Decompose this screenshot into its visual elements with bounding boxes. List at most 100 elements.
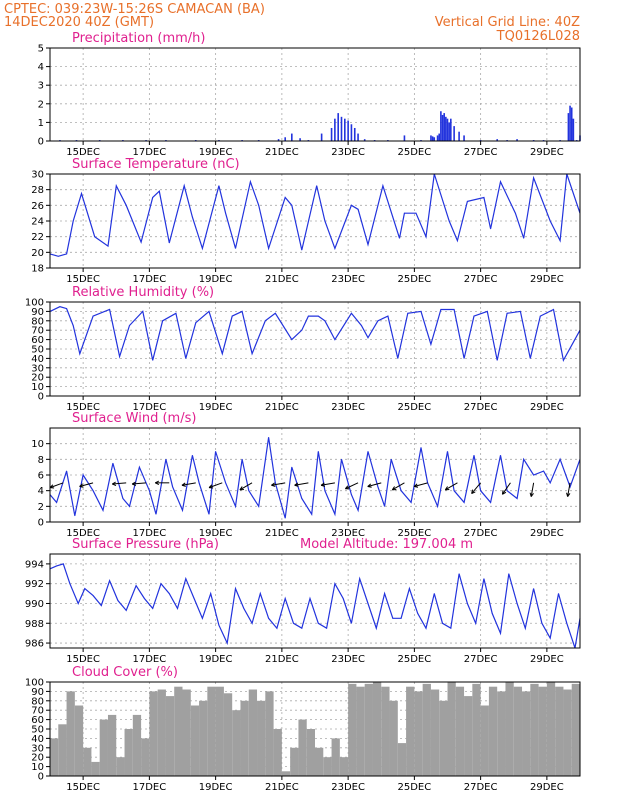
data-point <box>284 197 286 198</box>
x-tick-label: 21DEC <box>265 402 299 413</box>
bar <box>281 771 291 776</box>
x-tick-label: 15DEC <box>66 402 100 413</box>
data-point <box>541 622 543 624</box>
data-point <box>177 608 178 609</box>
data-point <box>301 249 303 251</box>
wind-arrow-head <box>414 485 419 488</box>
y-tick-label: 0 <box>38 392 44 403</box>
bar <box>132 714 142 776</box>
data-point <box>139 466 140 468</box>
bar <box>277 139 280 141</box>
data-point <box>235 588 236 590</box>
bar <box>291 133 293 141</box>
data-point <box>258 204 260 206</box>
data-point <box>351 622 352 624</box>
y-tick-label: 24 <box>31 217 44 228</box>
x-tick-label: 19DEC <box>199 274 233 285</box>
y-tick-label: 22 <box>31 232 44 243</box>
bar <box>497 691 506 776</box>
data-point <box>218 624 220 626</box>
data-point <box>152 197 154 198</box>
data-point <box>301 329 303 331</box>
data-point <box>107 245 109 247</box>
data-point <box>125 204 127 206</box>
data-point <box>301 498 303 499</box>
bar <box>223 693 233 776</box>
data-point <box>404 212 405 214</box>
data-point <box>409 588 410 590</box>
data-point <box>553 309 554 310</box>
data-point <box>259 593 261 594</box>
data-point <box>231 315 233 317</box>
bar <box>488 686 498 776</box>
y-tick-label: 990 <box>25 599 44 610</box>
wind-arrow-head <box>79 485 84 488</box>
x-tick-label: 23DEC <box>331 654 365 665</box>
bar <box>74 705 84 776</box>
x-tick-label: 21DEC <box>265 654 299 665</box>
bar <box>199 700 208 776</box>
data-point <box>201 617 203 619</box>
x-tick-label: 29DEC <box>530 782 564 793</box>
bar <box>364 683 373 776</box>
data-point <box>291 466 293 468</box>
wind-arrow-shaft <box>294 482 309 486</box>
x-tick-label: 15DEC <box>66 782 100 793</box>
x-tick-label: 17DEC <box>133 782 167 793</box>
bar <box>265 691 274 776</box>
bar <box>107 714 117 776</box>
data-point <box>225 482 226 484</box>
wind-arrow-shaft <box>345 482 359 490</box>
bar <box>572 118 575 141</box>
bar <box>455 686 465 776</box>
data-point <box>524 627 526 629</box>
data-point <box>62 563 64 565</box>
panel-title: Surface Temperature (nC) <box>72 157 240 172</box>
y-tick-label: 18 <box>31 264 44 275</box>
data-point <box>92 315 94 317</box>
data-point <box>367 451 369 452</box>
series-line <box>49 437 581 519</box>
data-point <box>317 315 319 317</box>
wind-arrow-shaft <box>49 482 64 489</box>
y-tick-label: 40 <box>31 734 44 745</box>
series-line <box>49 306 581 363</box>
x-tick-label: 27DEC <box>464 402 498 413</box>
data-point <box>400 490 402 492</box>
wind-arrow-shaft <box>132 482 147 485</box>
data-point <box>351 312 352 314</box>
data-point <box>66 253 67 255</box>
bar <box>422 683 431 776</box>
x-tick-label: 23DEC <box>331 528 365 539</box>
data-point <box>506 490 508 492</box>
data-point <box>69 583 71 585</box>
data-point <box>466 603 468 604</box>
bar <box>505 682 514 776</box>
bar <box>50 738 59 776</box>
bar <box>248 689 258 776</box>
bar <box>344 118 346 141</box>
data-point <box>72 220 74 222</box>
data-point <box>463 502 465 503</box>
x-tick-label: 19DEC <box>199 402 233 413</box>
y-tick-label: 10 <box>31 762 44 773</box>
wind-arrow-shaft <box>367 482 382 487</box>
bar <box>357 133 359 141</box>
bar <box>83 747 92 776</box>
data-point <box>59 306 61 308</box>
wind-arrow <box>529 482 535 497</box>
data-point <box>144 598 145 599</box>
data-point <box>342 598 344 599</box>
bar <box>563 689 572 776</box>
data-point <box>235 505 236 507</box>
bar <box>347 120 349 141</box>
x-tick-label: 17DEC <box>133 274 167 285</box>
bar <box>522 691 531 776</box>
data-point <box>293 622 294 624</box>
y-tick-label: 80 <box>31 696 44 707</box>
data-point <box>307 315 309 317</box>
bar <box>431 136 434 141</box>
wind-arrow-head <box>502 491 507 495</box>
data-point <box>377 486 379 488</box>
